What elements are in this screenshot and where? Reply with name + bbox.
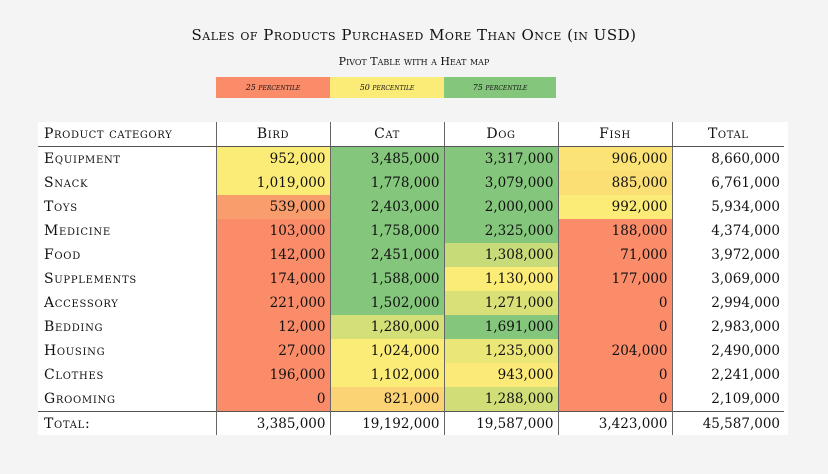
heat-cell-dog: 2,325,000 [443, 219, 558, 243]
heat-cell-dog: 1,288,000 [443, 387, 558, 412]
table-row: Bedding 12,000 1,280,000 1,691,000 0 2,983,00… [38, 315, 784, 339]
heat-cell-fish: 992,000 [557, 195, 672, 219]
total-fish: 3,423,000 [557, 411, 672, 435]
heat-cell-bird: 27,000 [215, 339, 330, 363]
heat-cell-bird: 539,000 [215, 195, 330, 219]
heat-cell-dog: 1,271,000 [443, 291, 558, 315]
heat-cell-cat: 2,451,000 [329, 243, 444, 267]
row-total: 3,972,000 [671, 243, 784, 267]
totals-label: Total: [38, 411, 216, 435]
heat-cell-dog: 1,235,000 [443, 339, 558, 363]
heat-cell-dog: 1,691,000 [443, 315, 558, 339]
totals-row: Total: 3,385,000 19,192,000 19,587,000 3… [38, 411, 784, 435]
table-row: Food 142,000 2,451,000 1,308,000 71,000 3,972… [38, 243, 784, 267]
column-header-fish: Fish [557, 122, 672, 147]
row-total: 4,374,000 [671, 219, 784, 243]
heat-cell-cat: 1,588,000 [329, 267, 444, 291]
heat-cell-cat: 1,502,000 [329, 291, 444, 315]
column-header-dog: Dog [443, 122, 558, 147]
heat-cell-bird: 103,000 [215, 219, 330, 243]
heat-cell-cat: 1,024,000 [329, 339, 444, 363]
pivot-table: Product category Bird Cat Dog Fish Total… [38, 122, 784, 435]
heat-cell-fish: 177,000 [557, 267, 672, 291]
column-header-product-category: Product category [38, 122, 216, 147]
column-header-cat: Cat [329, 122, 444, 147]
total-bird: 3,385,000 [215, 411, 330, 435]
table-row: Equipment 952,000 3,485,000 3,317,000 906,00… [38, 146, 784, 171]
table-row: Grooming 0 821,000 1,288,000 0 2,109,000 [38, 387, 784, 412]
row-label: Supplements [44, 271, 137, 287]
heat-cell-fish: 0 [557, 315, 672, 339]
table-row: Medicine 103,000 1,758,000 2,325,000 188,000… [38, 219, 784, 243]
heat-cell-fish: 0 [557, 363, 672, 387]
heat-cell-dog: 3,317,000 [443, 146, 558, 171]
heat-cell-cat: 1,280,000 [329, 315, 444, 339]
table-row: Accessory 221,000 1,502,000 1,271,000 0 2,994… [38, 291, 784, 315]
legend-25-percentile: 25 percentile [216, 77, 330, 98]
heat-cell-fish: 906,000 [557, 146, 672, 171]
row-total: 6,761,000 [671, 171, 784, 195]
heat-cell-cat: 2,403,000 [329, 195, 444, 219]
row-label: Housing [44, 343, 106, 359]
table-row: Supplements 174,000 1,588,000 1,130,000 177,… [38, 267, 784, 291]
row-label: Toys [44, 199, 78, 215]
row-total: 2,490,000 [671, 339, 784, 363]
heat-cell-bird: 0 [215, 387, 330, 412]
heat-cell-bird: 142,000 [215, 243, 330, 267]
heat-cell-dog: 3,079,000 [443, 171, 558, 195]
heat-cell-fish: 188,000 [557, 219, 672, 243]
heat-cell-cat: 1,102,000 [329, 363, 444, 387]
heatmap-legend: 25 percentile 50 percentile 75 percentil… [216, 77, 556, 98]
column-header-bird: Bird [215, 122, 330, 147]
heat-cell-bird: 196,000 [215, 363, 330, 387]
row-label: Bedding [44, 319, 104, 335]
heat-cell-bird: 221,000 [215, 291, 330, 315]
row-total: 5,934,000 [671, 195, 784, 219]
column-header-total: Total [671, 122, 784, 147]
legend-75-percentile: 75 percentile [444, 77, 556, 98]
table-body: Equipment 952,000 3,485,000 3,317,000 906,00… [38, 146, 784, 412]
row-label: Food [44, 247, 81, 263]
chart-title: Sales of Products Purchased More Than On… [191, 26, 637, 44]
heat-cell-bird: 174,000 [215, 267, 330, 291]
total-dog: 19,587,000 [443, 411, 558, 435]
heat-cell-bird: 1,019,000 [215, 171, 330, 195]
legend-50-percentile: 50 percentile [330, 77, 444, 98]
table-row: Toys 539,000 2,403,000 2,000,000 992,000 5,93… [38, 195, 784, 219]
heat-cell-fish: 0 [557, 291, 672, 315]
grand-total: 45,587,000 [671, 411, 784, 435]
row-label: Equipment [44, 151, 121, 167]
heat-cell-fish: 204,000 [557, 339, 672, 363]
heat-cell-fish: 71,000 [557, 243, 672, 267]
heat-cell-bird: 952,000 [215, 146, 330, 171]
row-total: 2,994,000 [671, 291, 784, 315]
row-total: 2,241,000 [671, 363, 784, 387]
heat-cell-fish: 885,000 [557, 171, 672, 195]
heat-cell-dog: 2,000,000 [443, 195, 558, 219]
total-cat: 19,192,000 [329, 411, 444, 435]
row-total: 3,069,000 [671, 267, 784, 291]
row-label: Accessory [44, 295, 119, 311]
row-label: Clothes [44, 367, 104, 383]
table-row: Snack 1,019,000 1,778,000 3,079,000 885,000 6… [38, 171, 784, 195]
table-row: Clothes 196,000 1,102,000 943,000 0 2,241,000 [38, 363, 784, 387]
heat-cell-dog: 1,308,000 [443, 243, 558, 267]
heat-cell-cat: 3,485,000 [329, 146, 444, 171]
chart-subtitle: Pivot Table with a Heat map [338, 55, 490, 68]
heat-cell-cat: 1,758,000 [329, 219, 444, 243]
row-total: 8,660,000 [671, 146, 784, 171]
row-label: Medicine [44, 223, 111, 239]
row-label: Grooming [44, 391, 116, 407]
heat-cell-bird: 12,000 [215, 315, 330, 339]
heat-cell-cat: 1,778,000 [329, 171, 444, 195]
header-row: Product category Bird Cat Dog Fish Total [38, 122, 784, 147]
row-total: 2,983,000 [671, 315, 784, 339]
heat-cell-dog: 943,000 [443, 363, 558, 387]
heat-cell-fish: 0 [557, 387, 672, 412]
row-label: Snack [44, 175, 89, 191]
heat-cell-dog: 1,130,000 [443, 267, 558, 291]
table-row: Housing 27,000 1,024,000 1,235,000 204,000 2,… [38, 339, 784, 363]
row-total: 2,109,000 [671, 387, 784, 412]
heat-cell-cat: 821,000 [329, 387, 444, 412]
